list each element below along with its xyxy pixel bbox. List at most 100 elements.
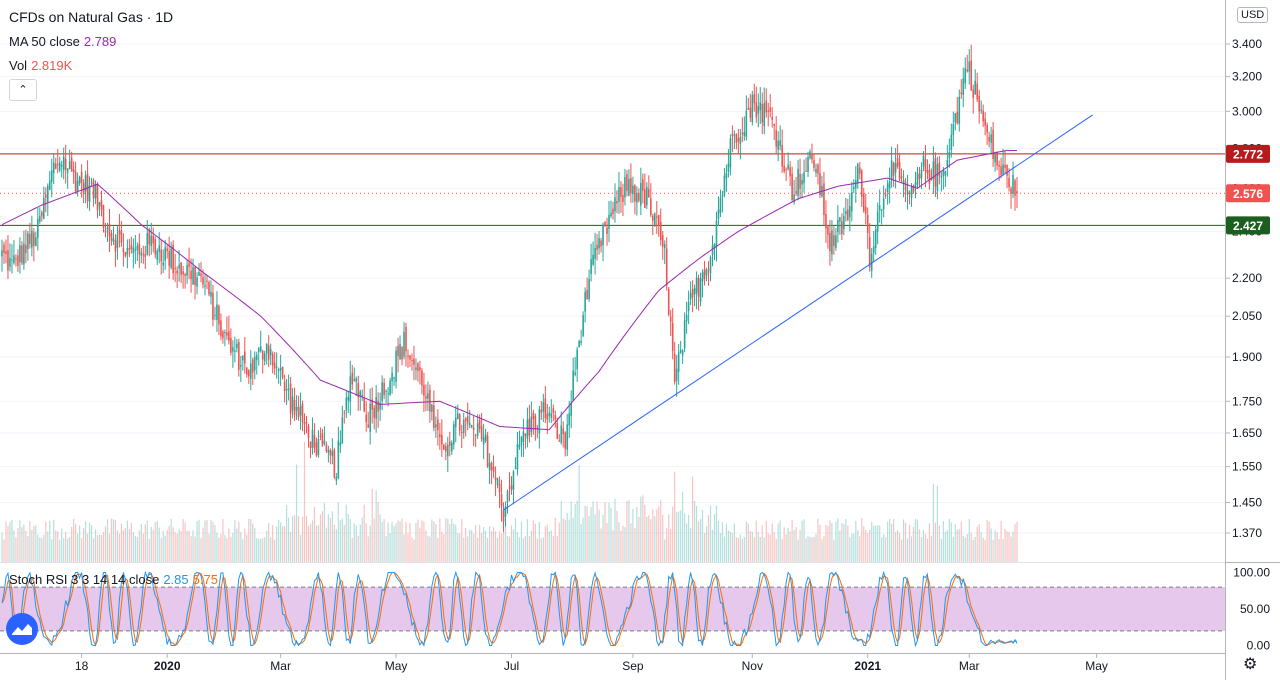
candle-body: [371, 399, 373, 410]
candle-body: [285, 388, 288, 391]
candle-body: [980, 109, 982, 112]
volume-bar: [761, 525, 763, 562]
candle-body: [484, 434, 487, 442]
candle-body: [703, 268, 706, 280]
candle-body: [793, 194, 795, 203]
candle-body: [773, 123, 775, 126]
candle-body: [206, 280, 208, 282]
candle-body: [417, 363, 419, 372]
candle-body: [733, 134, 736, 136]
volume-bar: [469, 529, 471, 562]
volume-bar: [220, 533, 222, 562]
candle-body: [196, 277, 198, 287]
candle-body: [512, 471, 515, 491]
volume-bar: [53, 519, 55, 562]
volume-bar: [522, 538, 525, 562]
volume-bar: [984, 539, 986, 562]
volume-bar: [942, 521, 944, 562]
candle-body: [630, 178, 632, 194]
candle-body: [665, 248, 668, 286]
candle-body: [614, 197, 616, 212]
volume-bar: [323, 503, 326, 562]
volume-bar: [39, 537, 41, 562]
volume-bar: [1010, 536, 1012, 562]
volume-bar: [77, 533, 79, 562]
volume-bar: [775, 539, 777, 562]
candle-body: [48, 180, 51, 190]
candle-body: [92, 179, 95, 199]
candle-body: [910, 186, 913, 198]
volume-bar: [514, 518, 517, 562]
ma-label: MA 50 close: [9, 34, 80, 49]
candle-body: [393, 377, 395, 379]
candle-body: [604, 222, 606, 226]
candle-body: [725, 173, 728, 178]
volume-bar: [196, 520, 198, 562]
volume-bar: [194, 536, 196, 562]
tradingview-logo-icon[interactable]: [6, 613, 38, 645]
candle-body: [992, 129, 994, 160]
candle-body: [572, 370, 574, 401]
volume-bar: [930, 535, 933, 562]
candle-body: [890, 160, 893, 180]
volume-bar: [481, 532, 483, 562]
volume-bar: [67, 538, 69, 562]
candle-body: [650, 198, 652, 215]
price-axis[interactable]: [1226, 0, 1280, 680]
volume-bar: [887, 521, 889, 562]
candle-body: [823, 183, 825, 216]
volume-bar: [636, 506, 638, 562]
volume-bar: [494, 531, 497, 562]
volume-bar: [771, 523, 773, 562]
volume-bar: [232, 533, 234, 562]
volume-bar: [146, 520, 148, 562]
volume-bar: [576, 500, 578, 562]
price-label-text: 2.576: [1233, 187, 1263, 201]
volume-bar: [658, 506, 660, 562]
candle-body: [783, 165, 785, 172]
candle-body: [279, 368, 282, 371]
candle-body: [496, 478, 499, 485]
collapse-legend-button[interactable]: ⌃: [9, 79, 37, 101]
candle-body: [210, 291, 212, 297]
candle-body: [942, 170, 945, 176]
candle-body: [636, 193, 638, 203]
candle-body: [23, 243, 25, 265]
volume-bar: [341, 518, 343, 562]
candle-body: [261, 350, 264, 360]
candle-body: [234, 350, 236, 352]
candle-body: [297, 407, 300, 418]
candle-body: [441, 434, 443, 445]
volume-bar: [1002, 539, 1004, 562]
candle-body: [152, 235, 155, 244]
volume-bar: [236, 528, 238, 562]
candle-body: [998, 165, 1000, 167]
volume-bar: [841, 523, 843, 562]
candle-body: [194, 266, 196, 286]
candle-body: [247, 370, 250, 377]
candle-body: [29, 234, 31, 245]
volume-bar: [520, 521, 523, 562]
currency-badge[interactable]: USD: [1237, 7, 1269, 23]
volume-bar: [37, 534, 39, 562]
candle-body: [224, 331, 226, 333]
candle-body: [948, 152, 951, 159]
volume-bar: [383, 519, 385, 562]
volume-bar: [829, 520, 831, 562]
volume-bar: [212, 522, 214, 562]
gear-icon[interactable]: ⚙: [1243, 656, 1258, 673]
volume-bar: [214, 525, 216, 562]
volume-bar: [518, 537, 521, 562]
volume-bar: [723, 536, 726, 562]
volume-bar: [536, 538, 538, 562]
volume-bar: [797, 539, 799, 562]
volume-bar: [387, 522, 389, 562]
volume-bar: [457, 532, 459, 562]
volume-bar: [988, 521, 990, 562]
trendline[interactable]: [503, 114, 1093, 511]
volume-bar: [970, 532, 972, 562]
candle-body: [60, 164, 63, 167]
candle-body: [1016, 191, 1018, 194]
volume-bar: [512, 529, 515, 562]
